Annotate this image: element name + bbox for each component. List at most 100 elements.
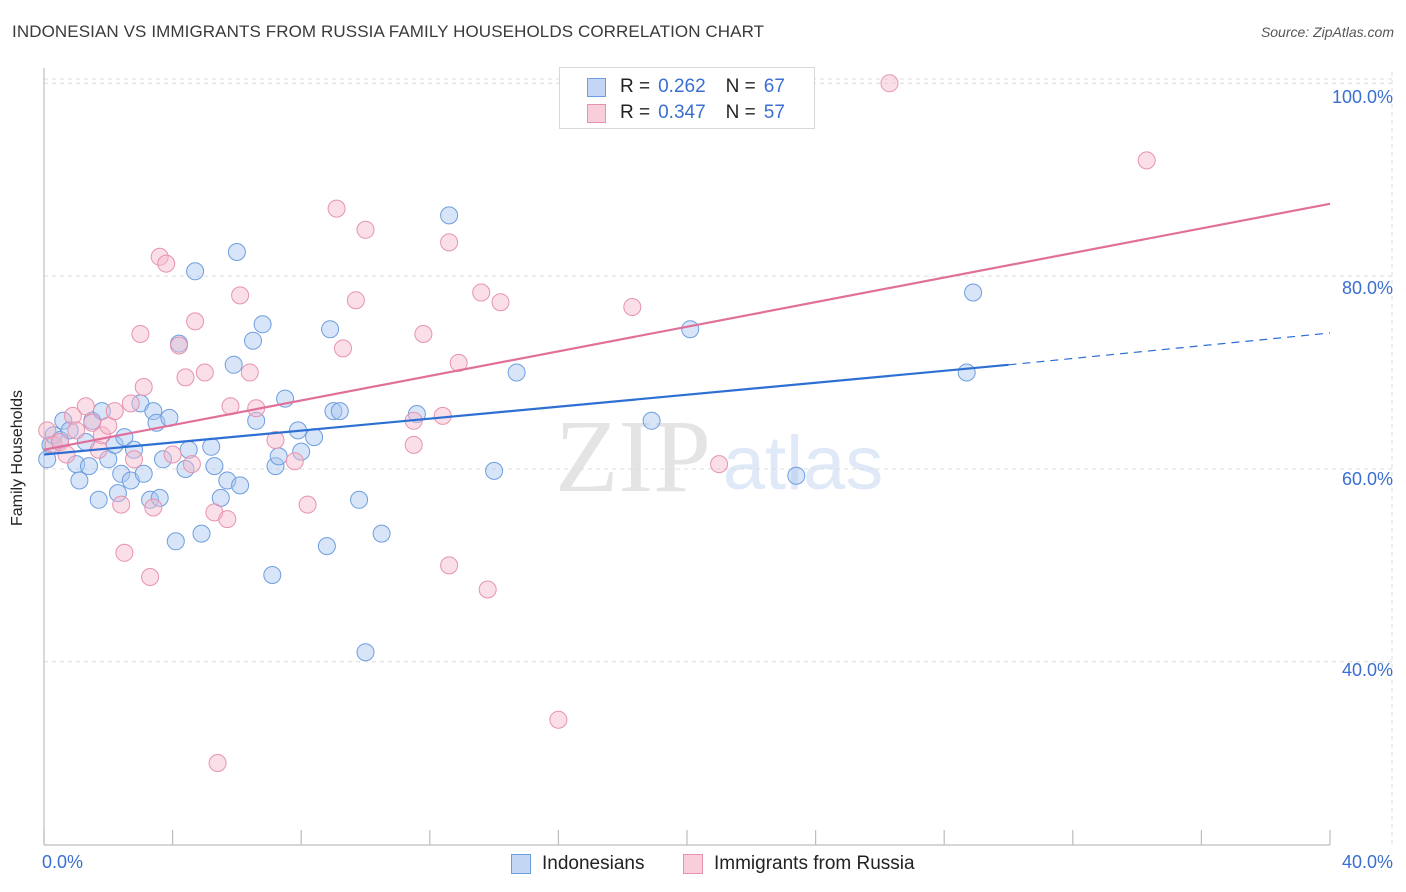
indonesians-point-52 <box>324 402 343 421</box>
legend-r-label: R = <box>620 102 651 123</box>
russia-point-35 <box>266 431 285 449</box>
y-tick-label-40: 40.0% <box>1341 660 1393 680</box>
indonesians-point-53 <box>330 402 349 421</box>
indonesians-point-37 <box>224 355 243 374</box>
y-tick-label-100: 100.0% <box>1331 87 1393 107</box>
russia-point-19 <box>144 498 163 517</box>
russia-point-21 <box>157 254 176 273</box>
indonesians-point-54 <box>350 490 369 509</box>
x-tick-label-min: 0.0% <box>42 852 84 872</box>
indonesians-point-62 <box>681 320 700 339</box>
russia-point-17 <box>134 378 153 396</box>
y-axis-label: Family Households <box>9 389 26 527</box>
russia-point-24 <box>176 368 195 387</box>
indonesians-points <box>38 206 983 662</box>
y-tick-label-80: 80.0% <box>1341 278 1393 298</box>
indonesians-point-24 <box>150 488 169 507</box>
legend-r-value: 0.347 <box>658 102 706 123</box>
legend-swatch-blue <box>587 77 606 97</box>
russia-point-14 <box>121 394 140 413</box>
indonesians-point-42 <box>253 315 272 334</box>
russia-point-5 <box>67 421 86 440</box>
russia-trend-line <box>43 202 1331 451</box>
legend-n-value: 67 <box>763 76 785 97</box>
russia-point-38 <box>327 199 346 218</box>
indonesians-point-41 <box>247 411 266 430</box>
indonesians-point-6 <box>70 471 89 490</box>
indonesians-point-44 <box>266 457 285 476</box>
russia-point-52 <box>549 710 568 729</box>
indonesians-point-48 <box>292 442 311 461</box>
indonesians-point-58 <box>440 206 459 225</box>
legend-r-value: 0.262 <box>658 76 706 97</box>
russia-point-25 <box>182 455 201 474</box>
russia-point-32 <box>231 286 250 305</box>
russia-point-39 <box>334 339 352 358</box>
chart-title: INDONESIAN VS IMMIGRANTS FROM RUSSIA FAM… <box>12 22 765 41</box>
indonesians-point-3 <box>54 411 73 430</box>
gridlines <box>44 72 1393 845</box>
indonesians-point-50 <box>317 537 336 556</box>
indonesians-point-32 <box>192 524 211 543</box>
russia-point-23 <box>170 336 188 355</box>
indonesians-point-45 <box>269 447 288 466</box>
legend-r-label: R = <box>620 76 651 97</box>
indonesians-point-56 <box>372 524 391 543</box>
russia-point-40 <box>346 291 365 310</box>
indonesians-point-22 <box>144 402 163 421</box>
legend-row-russia: R = 0.347 N = 57 <box>587 101 785 125</box>
russia-point-6 <box>76 397 95 416</box>
russia-point-46 <box>440 233 459 252</box>
indonesians-point-59 <box>485 461 504 480</box>
legend-n-value: 57 <box>763 102 785 123</box>
correlation-legend: R = 0.262 N = 67 R = 0.347 N = 57 <box>559 67 815 129</box>
indonesians-point-65 <box>964 283 983 302</box>
russia-point-3 <box>57 445 76 464</box>
watermark-zip: ZIP <box>555 399 711 514</box>
russia-point-47 <box>440 556 459 575</box>
indonesians-point-8 <box>80 457 98 476</box>
russia-point-37 <box>298 495 317 514</box>
legend-swatch-blue <box>511 854 531 874</box>
indonesians-trend-line <box>43 363 1009 456</box>
source-label: Source: ZipAtlas.com <box>1260 24 1394 40</box>
legend-swatch-pink <box>587 103 606 123</box>
russia-point-29 <box>208 754 227 772</box>
russia-point-13 <box>115 543 134 562</box>
indonesians-point-33 <box>202 437 221 456</box>
indonesians-point-31 <box>186 262 205 281</box>
indonesians-point-61 <box>642 411 661 430</box>
russia-point-15 <box>125 450 143 469</box>
legend-item-russia[interactable]: Immigrants from Russia <box>683 852 915 876</box>
indonesians-point-55 <box>356 643 375 662</box>
x-tick-label-max: 40.0% <box>1341 852 1393 872</box>
russia-point-43 <box>404 435 423 454</box>
russia-point-54 <box>710 455 729 474</box>
legend-n-label: N = <box>725 102 756 123</box>
russia-point-55 <box>880 74 899 93</box>
legend-item-indonesians[interactable]: Indonesians <box>511 852 644 876</box>
russia-point-12 <box>112 495 131 514</box>
indonesians-point-25 <box>154 450 172 469</box>
indonesians-point-43 <box>263 566 282 584</box>
indonesians-point-38 <box>227 243 246 261</box>
indonesians-point-14 <box>108 484 127 503</box>
russia-point-4 <box>63 406 82 425</box>
russia-point-27 <box>195 363 214 382</box>
indonesians-point-64 <box>957 363 976 382</box>
legend-swatch-pink <box>683 854 703 874</box>
russia-point-51 <box>491 293 510 312</box>
legend-row-indonesians: R = 0.262 N = 67 <box>587 75 785 99</box>
indonesians-point-20 <box>134 464 153 483</box>
russia-point-11 <box>105 402 124 421</box>
russia-point-36 <box>285 452 304 471</box>
russia-point-33 <box>240 363 259 382</box>
indonesians-trend-extension <box>1008 332 1331 366</box>
russia-point-16 <box>131 325 150 343</box>
indonesians-point-15 <box>112 464 131 483</box>
russia-point-50 <box>478 580 497 599</box>
indonesians-point-63 <box>787 466 806 485</box>
legend-label-russia: Immigrants from Russia <box>714 853 915 874</box>
indonesians-point-49 <box>305 428 324 447</box>
